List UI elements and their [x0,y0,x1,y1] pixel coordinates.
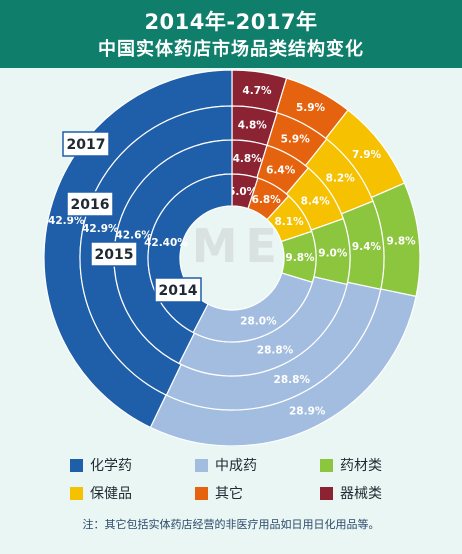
legend-label: 其它 [215,486,243,502]
legend-label: 中成药 [215,458,257,474]
chart-legend: 化学药 中成药 药材类保健品 其它 器械类 [70,455,450,511]
legend-label: 药材类 [340,458,382,474]
year-text-2015: 2015 [95,247,134,263]
label-2015-器械类: 4.8% [233,153,263,165]
label-2016-药材类: 9.4% [352,241,382,253]
legend-label: 保健品 [90,486,132,502]
legend-swatch [70,458,83,472]
year-text-2014: 2014 [159,283,198,299]
legend-swatch [70,486,83,500]
label-2015-中成药: 28.8% [257,344,294,356]
legend-swatch [195,458,208,472]
chart-footnote: 注：其它包括实体药店经营的非医疗用品如日用日化用品等。 [82,518,380,531]
label-2015-化学药: 42.6% [115,230,152,242]
label-2014-其它: 6.8% [252,194,282,206]
label-2017-保健品: 7.9% [352,149,382,161]
year-text-2017: 2017 [67,137,106,153]
label-2017-中成药: 28.9% [289,405,326,417]
label-2014-化学药: 42.40% [144,237,188,249]
label-2017-器械类: 4.7% [242,85,272,97]
legend-item-中成药: 中成药 [195,455,257,475]
legend-item-其它: 其它 [195,483,243,503]
year-label-2016: 2016 [66,191,114,217]
label-2016-化学药: 42.9% [82,223,119,235]
label-2014-器械类: 5.0% [228,186,258,198]
year-label-2015: 2015 [90,241,138,267]
label-2015-其它: 6.4% [266,164,296,176]
label-2014-保健品: 8.1% [274,216,304,228]
chart-title: 2014年-2017年 [144,10,318,34]
label-2016-器械类: 4.8% [238,120,268,132]
label-2015-药材类: 9.0% [318,247,348,259]
year-text-2016: 2016 [71,197,110,213]
legend-item-药材类: 药材类 [320,455,382,475]
chart-subtitle: 中国实体药店市场品类结构变化 [98,39,364,60]
legend-swatch [195,486,208,500]
label-2017-其它: 5.9% [296,102,326,114]
legend-item-器械类: 器械类 [320,483,382,503]
label-2014-中成药: 28.0% [240,316,277,328]
legend-swatch [320,486,333,500]
label-2016-保健品: 8.2% [326,172,356,184]
label-2017-化学药: 42.9% [48,215,85,227]
year-label-2014: 2014 [154,277,202,303]
year-label-2017: 2017 [62,131,110,157]
legend-swatch [320,458,333,472]
label-2015-保健品: 8.4% [301,196,331,208]
label-2014-药材类: 9.8% [285,252,315,264]
legend-item-化学药: 化学药 [70,455,132,475]
label-2016-其它: 5.9% [281,134,311,146]
legend-label: 器械类 [340,486,382,502]
label-2017-药材类: 9.8% [387,236,417,248]
legend-label: 化学药 [90,458,132,474]
header-banner: 2014年-2017年 中国实体药店市场品类结构变化 [0,0,462,68]
label-2016-中成药: 28.8% [274,374,311,386]
donut-chart: 4.7% 5.9% 7.9% 9.8% 28.9% 42.9% 4.8% 5.9% 8.2% 9.… [0,68,462,447]
legend-item-保健品: 保健品 [70,483,132,503]
donut-chart-svg: 4.7% 5.9% 7.9% 9.8% 28.9% 42.9% 4.8% 5.9% 8.2% 9.… [43,69,421,447]
